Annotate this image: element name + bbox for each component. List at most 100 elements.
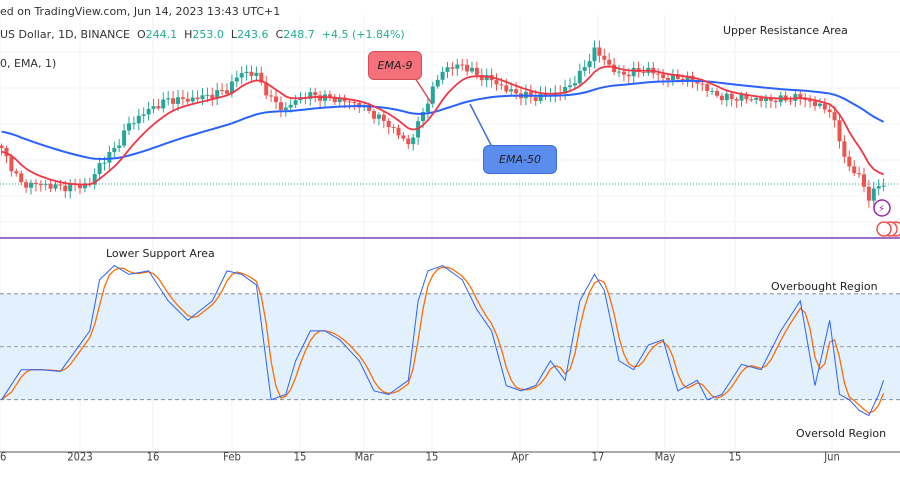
candle-body (533, 97, 538, 101)
candle-body (376, 114, 381, 119)
candle-body (48, 183, 53, 189)
candle-body (102, 162, 107, 164)
candle-body (327, 94, 332, 98)
candle-body (63, 185, 68, 192)
candle-body (421, 111, 425, 122)
published-line: ed on TradingView.com, Jun 14, 2023 13:4… (0, 5, 281, 18)
candle-body (538, 93, 543, 101)
candle-body (617, 71, 621, 73)
candle-body (347, 101, 352, 103)
upper-resistance-label: Upper Resistance Area (723, 24, 848, 37)
candle-body (396, 127, 401, 136)
low-value: 243.6 (237, 28, 269, 41)
candle-body (185, 98, 190, 102)
candle-body (372, 110, 376, 119)
ema50-line (1, 79, 885, 160)
candle-body (122, 130, 127, 146)
candle-body (450, 67, 455, 69)
candle-body (381, 114, 386, 121)
candle-body (239, 73, 244, 78)
candle-body (715, 90, 719, 96)
candle-body (259, 72, 264, 83)
candle-body (244, 71, 249, 74)
candle-body (92, 174, 97, 185)
candle-body (666, 78, 670, 81)
candle-body (43, 183, 48, 185)
candle-body (494, 80, 499, 85)
lower-support-label: Lower Support Area (106, 247, 215, 260)
candle-body (78, 184, 82, 189)
candle-body (685, 75, 690, 82)
candle-body (136, 115, 141, 124)
candle-body (852, 166, 857, 174)
candle-body (470, 67, 474, 72)
candle-body (141, 114, 146, 116)
candle-body (847, 156, 852, 167)
candle-body (724, 93, 729, 101)
candle-body (205, 94, 210, 96)
candle-body (631, 67, 636, 77)
candle-body (876, 186, 881, 189)
x-tick-label: 16 (146, 451, 160, 464)
candle-body (337, 97, 342, 103)
lightning-glyph: ⚡ (878, 204, 885, 215)
candle-body (690, 75, 695, 82)
candle-body (455, 64, 460, 69)
candle-body (435, 79, 440, 87)
candle-body (445, 67, 450, 72)
symbol-label: US Dollar, 1D, BINANCE (0, 28, 130, 41)
open-value: 244.1 (145, 28, 178, 41)
candle-body (38, 184, 43, 186)
lightning-event-icon (873, 199, 891, 217)
candle-body (308, 92, 313, 99)
close-label: C (275, 28, 284, 41)
candle-body (862, 174, 866, 187)
candle-body (866, 186, 871, 201)
candle-body (82, 183, 87, 189)
ema9-pointer (414, 77, 433, 105)
candle-body (391, 127, 396, 129)
low-label: L (230, 28, 238, 41)
candle-body (675, 74, 680, 79)
candle-body (563, 87, 568, 94)
candle-body (190, 97, 195, 102)
candle-body (14, 171, 19, 174)
x-tick-label: Feb (223, 451, 241, 464)
x-tick-label: 15 (728, 451, 742, 464)
candle-body (842, 141, 847, 157)
candle-body (166, 98, 171, 100)
candle-body (773, 100, 778, 103)
ema50-callout: EMA-50 (483, 145, 557, 174)
candle-body (612, 64, 617, 73)
candle-body (582, 67, 587, 71)
candle-body (9, 156, 14, 172)
candle-body (528, 91, 533, 98)
candle-body (739, 93, 744, 101)
candle-body (813, 101, 817, 107)
candle-body (367, 104, 372, 111)
candle-body (798, 94, 803, 98)
candle-body (161, 99, 166, 109)
high-value: 253.0 (192, 28, 224, 41)
ema9-callout: EMA-9 (368, 51, 422, 80)
candle-body (53, 184, 58, 189)
candle-body (249, 71, 254, 76)
x-tick-label: Mar (354, 451, 374, 464)
candle-body (788, 100, 793, 102)
candle-body (764, 97, 768, 102)
candle-body (754, 98, 759, 100)
candle-body (425, 103, 430, 112)
candle-body (401, 135, 406, 139)
candle-body (176, 97, 180, 104)
candle-body (318, 95, 323, 101)
x-tick-label: 26 (0, 451, 7, 464)
candle-body (499, 84, 504, 86)
candle-body (127, 123, 131, 131)
candle-body (180, 97, 185, 99)
candle-body (440, 71, 445, 80)
candle-body (656, 73, 661, 75)
x-tick-label: May (654, 451, 676, 464)
candle-body (607, 59, 612, 65)
candle-body (597, 47, 602, 56)
